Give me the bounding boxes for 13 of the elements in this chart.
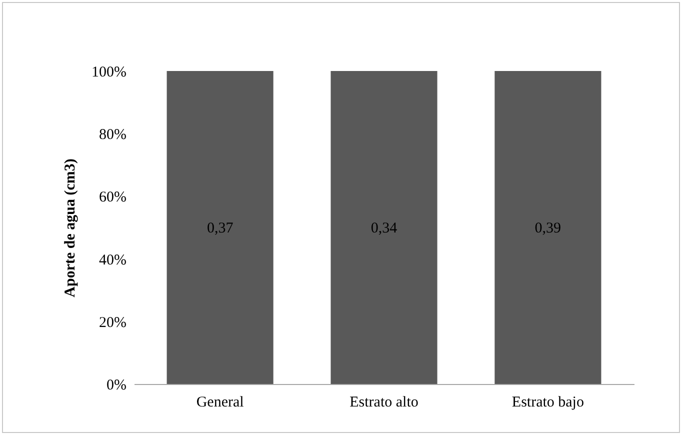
annotation: 0,39 [534, 220, 562, 236]
y-tick-label: 100% [92, 64, 126, 80]
y-tick-label: 20% [99, 314, 126, 331]
y-tick-label: 40% [99, 252, 126, 268]
y-axis-title: Aporte de agua (cm3) [62, 158, 79, 298]
x-tick-label: General [196, 394, 244, 410]
y-tick-label: 0% [106, 378, 126, 394]
x-tick-label: Estrato bajo [512, 394, 584, 410]
x-tick-label: Estrato alto [350, 394, 418, 410]
y-tick-label: 60% [99, 190, 126, 206]
annotation: 0,37 [206, 220, 234, 236]
annotation: 0,34 [370, 220, 398, 236]
y-tick-label: 80% [99, 127, 126, 144]
